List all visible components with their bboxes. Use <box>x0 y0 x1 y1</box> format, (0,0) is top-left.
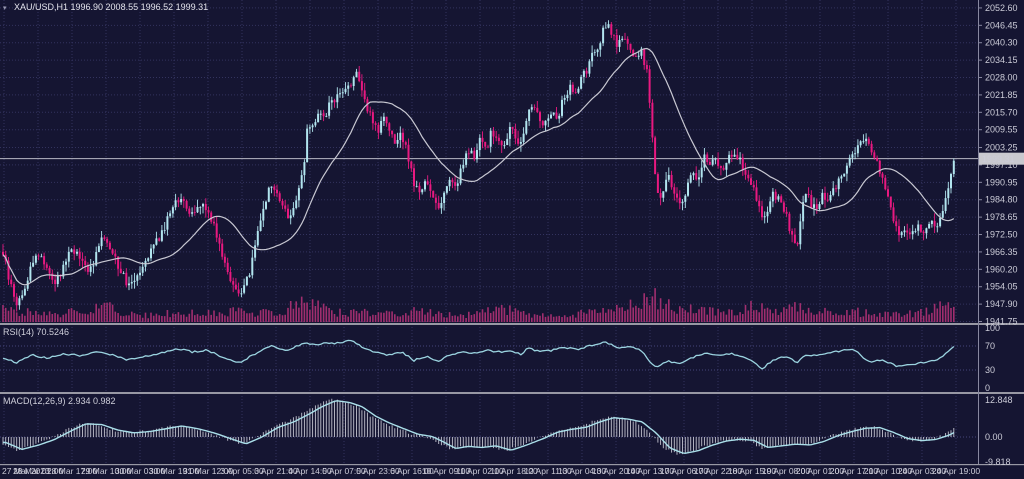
macd-series <box>2 398 955 455</box>
svg-text:10 Apr 09:00: 10 Apr 09:00 <box>422 466 470 476</box>
svg-text:1966.35: 1966.35 <box>985 247 1018 257</box>
svg-text:1999.31: 1999.31 <box>982 154 1015 164</box>
volume-series <box>2 288 955 322</box>
svg-text:30 Mar 03:00: 30 Mar 03:00 <box>115 466 165 476</box>
svg-text:11 Apr 02:00: 11 Apr 02:00 <box>456 466 504 476</box>
svg-text:70: 70 <box>985 341 995 351</box>
svg-text:1941.75: 1941.75 <box>985 317 1018 327</box>
svg-text:4 Apr 14:00: 4 Apr 14:00 <box>288 466 332 476</box>
svg-text:28 Mar 17:00: 28 Mar 17:00 <box>47 466 97 476</box>
svg-text:2003.25: 2003.25 <box>985 143 1018 153</box>
svg-text:1997.10: 1997.10 <box>985 160 1018 170</box>
svg-text:30: 30 <box>985 365 995 375</box>
svg-text:2046.45: 2046.45 <box>985 20 1018 30</box>
candlestick-series[interactable] <box>2 20 955 312</box>
moving-average-line <box>2 47 955 286</box>
svg-text:2028.00: 2028.00 <box>985 73 1018 83</box>
svg-text:28 Mar 01:00: 28 Mar 01:00 <box>13 466 63 476</box>
rsi-line <box>2 339 955 370</box>
macd-signal-line <box>3 400 955 455</box>
svg-text:14 Apr 13:00: 14 Apr 13:00 <box>626 466 674 476</box>
svg-text:1972.50: 1972.50 <box>985 230 1018 240</box>
svg-text:20 Apr 01:00: 20 Apr 01:00 <box>796 466 844 476</box>
svg-text:27 Mar 2023: 27 Mar 2023 <box>2 466 50 476</box>
svg-text:6 Apr 16:00: 6 Apr 16:00 <box>390 466 434 476</box>
svg-text:24 Apr 19:00: 24 Apr 19:00 <box>932 466 980 476</box>
svg-text:12.848: 12.848 <box>985 395 1013 405</box>
svg-text:1990.95: 1990.95 <box>985 177 1018 187</box>
svg-text:1978.65: 1978.65 <box>985 212 1018 222</box>
svg-text:2009.55: 2009.55 <box>985 125 1018 135</box>
price-axis[interactable]: 2052.60 2046.45 2040.30 2034.15 2028.00 2021.… <box>978 0 1018 467</box>
svg-text:2021.85: 2021.85 <box>985 90 1018 100</box>
svg-text:30 Mar 19:00: 30 Mar 19:00 <box>149 466 199 476</box>
svg-text:5 Apr 23:00: 5 Apr 23:00 <box>356 466 400 476</box>
svg-text:0.00: 0.00 <box>985 432 1003 442</box>
svg-text:24 Apr 03:00: 24 Apr 03:00 <box>898 466 946 476</box>
svg-text:1960.20: 1960.20 <box>985 264 1018 274</box>
svg-text:1984.80: 1984.80 <box>985 195 1018 205</box>
svg-text:13 Apr 04:00: 13 Apr 04:00 <box>558 466 606 476</box>
svg-text:-9.818: -9.818 <box>985 457 1011 467</box>
svg-text:19 Apr 08:00: 19 Apr 08:00 <box>762 466 810 476</box>
svg-text:18 Apr 15:00: 18 Apr 15:00 <box>728 466 776 476</box>
grid-layer <box>0 0 978 464</box>
svg-text:1947.90: 1947.90 <box>985 299 1018 309</box>
svg-text:11 Apr 18:00: 11 Apr 18:00 <box>490 466 538 476</box>
svg-text:5 Apr 07:00: 5 Apr 07:00 <box>322 466 366 476</box>
svg-text:3 Apr 21:00: 3 Apr 21:00 <box>254 466 298 476</box>
svg-text:0: 0 <box>985 383 990 393</box>
svg-text:2015.70: 2015.70 <box>985 107 1018 117</box>
svg-text:2052.60: 2052.60 <box>985 3 1018 13</box>
svg-text:21 Apr 10:00: 21 Apr 10:00 <box>864 466 912 476</box>
svg-text:29 Mar 10:00: 29 Mar 10:00 <box>81 466 131 476</box>
panel-separators[interactable] <box>0 323 1024 466</box>
current-price-label: 1999.31 <box>979 152 1024 165</box>
svg-text:3 Apr 05:00: 3 Apr 05:00 <box>220 466 264 476</box>
svg-text:1954.05: 1954.05 <box>985 282 1018 292</box>
svg-text:12 Apr 11:00: 12 Apr 11:00 <box>524 466 572 476</box>
svg-text:20 Apr 17:00: 20 Apr 17:00 <box>830 466 878 476</box>
svg-text:100: 100 <box>985 323 1000 333</box>
svg-text:17 Apr 22:00: 17 Apr 22:00 <box>694 466 742 476</box>
svg-text:17 Apr 06:00: 17 Apr 06:00 <box>660 466 708 476</box>
svg-text:2034.15: 2034.15 <box>985 55 1018 65</box>
svg-text:2040.30: 2040.30 <box>985 38 1018 48</box>
svg-text:13 Apr 20:00: 13 Apr 20:00 <box>592 466 640 476</box>
svg-text:31 Mar 12:00: 31 Mar 12:00 <box>183 466 233 476</box>
